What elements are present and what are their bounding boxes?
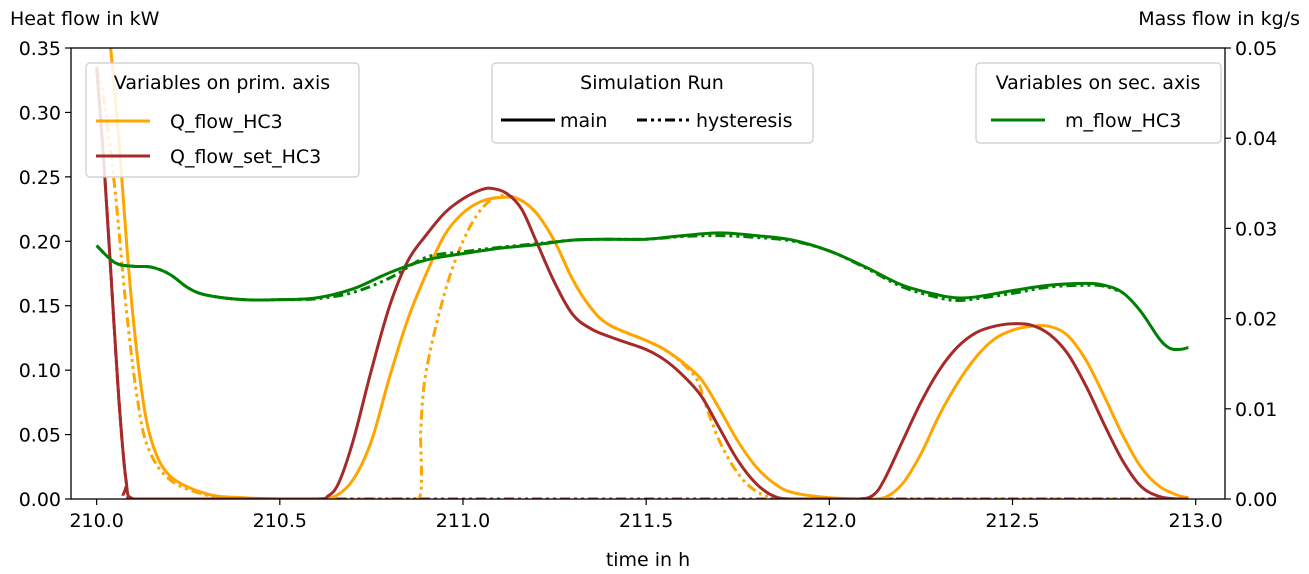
series-line-m-flow-hc3-hysteresis (95, 234, 1123, 303)
y-left-tick-label: 0.30 (19, 102, 61, 124)
legend-hysteresis-label: hysteresis (696, 110, 792, 132)
legend-q-flow-set-label: Q_flow_set_HC3 (170, 146, 321, 168)
legend-q-flow-label: Q_flow_HC3 (170, 111, 283, 133)
legend-m-flow-label: m_flow_HC3 (1065, 110, 1181, 132)
x-tick-label: 211.0 (436, 510, 490, 532)
series-line-m-flow-hc3-main (95, 231, 1189, 352)
y-right-tick-label: 0.01 (1235, 399, 1277, 421)
y-right-tick-label: 0.02 (1235, 309, 1277, 331)
y-left-tick-label: 0.05 (19, 425, 61, 447)
legend-primary-title: Variables on prim. axis (114, 72, 330, 94)
legend-runs-box (491, 62, 814, 144)
x-tick-label: 210.0 (69, 510, 123, 532)
y-left-tick-label: 0.35 (19, 38, 61, 60)
legend-runs: Simulation Run main hysteresis (491, 62, 814, 144)
x-tick-label: 213.0 (1168, 510, 1222, 532)
x-tick-label: 212.5 (985, 510, 1039, 532)
x-tick-label: 210.5 (253, 510, 307, 532)
y-right-tick-label: 0.04 (1235, 128, 1277, 150)
legend-secondary: Variables on sec. axis m_flow_HC3 (975, 62, 1222, 144)
ticks-layer: 210.0 210.5 211.0 211.5 212.0 212.5 213.0 0.00 0… (19, 38, 1278, 532)
y-left-tick-label: 0.10 (19, 360, 61, 382)
y-right-tick-label: 0.03 (1235, 218, 1277, 240)
left-axis-title: Heat flow in kW (10, 8, 160, 30)
plot-frame (70, 47, 1226, 500)
legend-main-label: main (560, 110, 607, 132)
y-left-tick-label: 0.00 (19, 489, 61, 511)
legend-primary-box (85, 62, 360, 178)
x-tick-label: 211.5 (619, 510, 673, 532)
legend-secondary-box (975, 62, 1222, 144)
y-left-tick-label: 0.20 (19, 231, 61, 253)
y-left-tick-label: 0.25 (19, 167, 61, 189)
right-axis-title: Mass flow in kg/s (1138, 8, 1300, 30)
y-right-tick-label: 0.00 (1235, 489, 1277, 511)
legend-runs-title: Simulation Run (580, 72, 724, 94)
legend-primary: Variables on prim. axis Q_flow_HC3 Q_flo… (85, 62, 360, 178)
x-axis-title: time in h (606, 549, 690, 571)
y-right-tick-label: 0.05 (1235, 38, 1277, 60)
x-tick-label: 212.0 (802, 510, 856, 532)
legend-secondary-title: Variables on sec. axis (996, 72, 1201, 94)
y-left-tick-label: 0.15 (19, 296, 61, 318)
